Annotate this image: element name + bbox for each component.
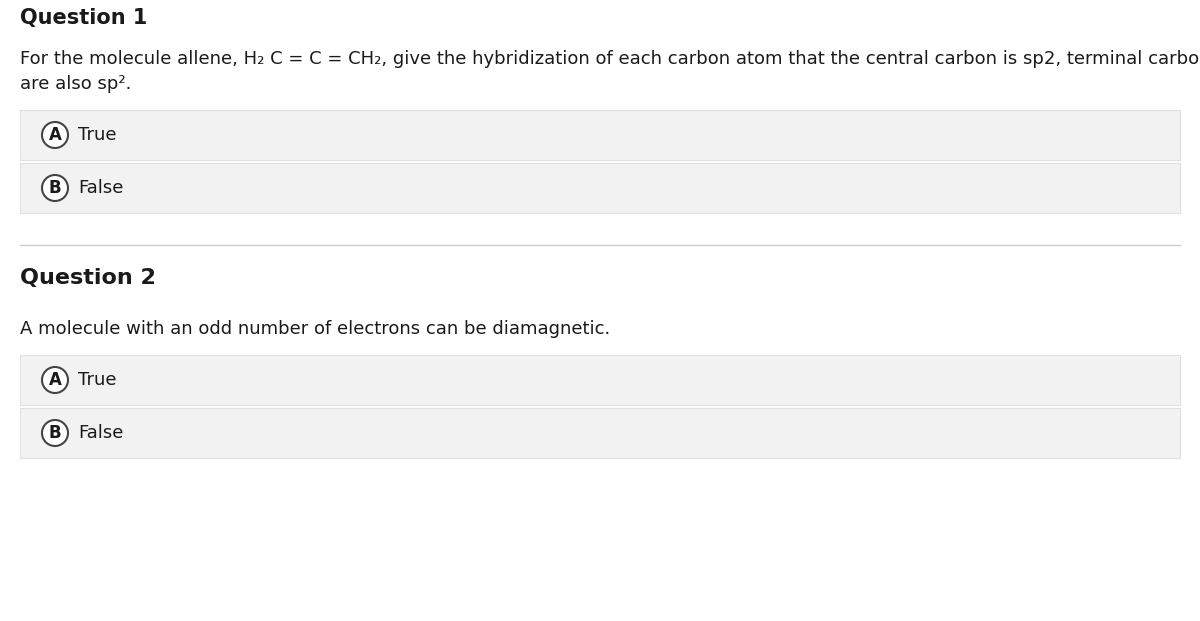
- Text: are also sp².: are also sp².: [20, 75, 131, 93]
- Circle shape: [42, 122, 68, 148]
- Text: For the molecule allene, H₂ C = C = CH₂, give the hybridization of each carbon a: For the molecule allene, H₂ C = C = CH₂,…: [20, 50, 1200, 68]
- Text: A: A: [48, 371, 61, 389]
- Text: False: False: [78, 179, 124, 197]
- FancyBboxPatch shape: [20, 163, 1180, 213]
- FancyBboxPatch shape: [20, 355, 1180, 405]
- Text: Question 2: Question 2: [20, 268, 156, 288]
- Text: True: True: [78, 371, 116, 389]
- Text: False: False: [78, 424, 124, 442]
- Text: A: A: [48, 126, 61, 144]
- Text: True: True: [78, 126, 116, 144]
- Text: B: B: [49, 424, 61, 442]
- FancyBboxPatch shape: [20, 408, 1180, 458]
- Circle shape: [42, 175, 68, 201]
- Circle shape: [42, 367, 68, 393]
- Text: A molecule with an odd number of electrons can be diamagnetic.: A molecule with an odd number of electro…: [20, 320, 611, 338]
- Text: B: B: [49, 179, 61, 197]
- Circle shape: [42, 420, 68, 446]
- FancyBboxPatch shape: [20, 110, 1180, 160]
- Text: Question 1: Question 1: [20, 8, 148, 28]
